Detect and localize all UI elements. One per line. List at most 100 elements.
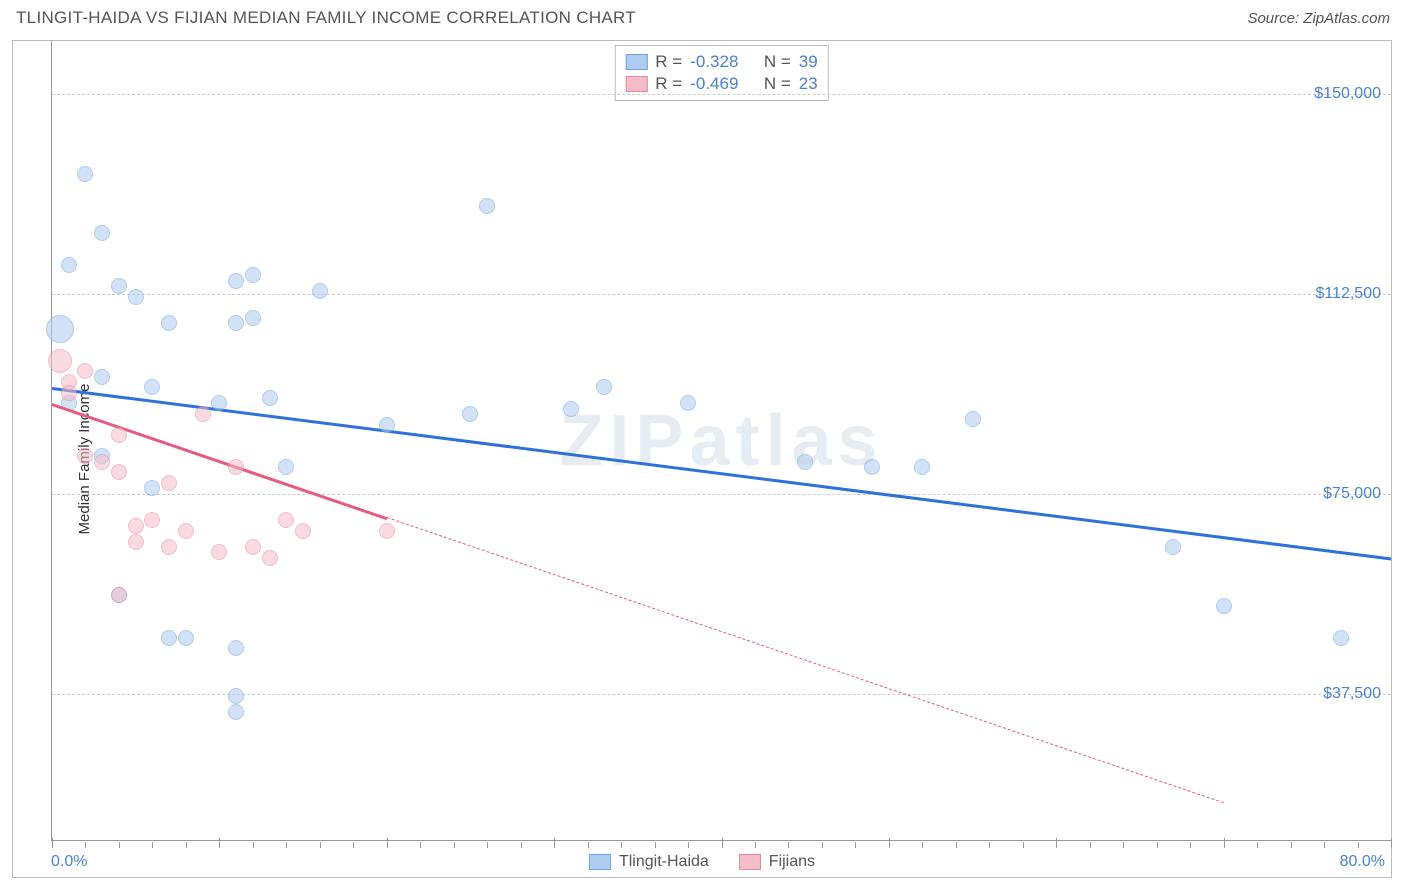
gridline — [52, 94, 1391, 95]
data-point — [128, 289, 144, 305]
data-point — [128, 518, 144, 534]
data-point — [61, 385, 77, 401]
gridline — [52, 494, 1391, 495]
x-tick — [1056, 838, 1057, 848]
data-point — [161, 475, 177, 491]
stat-label: R = — [655, 52, 682, 72]
x-tick — [1157, 842, 1158, 848]
data-point — [1216, 598, 1232, 614]
data-point — [111, 587, 127, 603]
stat-label: N = — [764, 74, 791, 94]
x-tick — [1090, 842, 1091, 848]
data-point — [228, 704, 244, 720]
data-point — [228, 459, 244, 475]
x-tick — [1190, 842, 1191, 848]
x-tick — [1358, 842, 1359, 848]
swatch-fijians — [625, 76, 647, 92]
data-point — [1333, 630, 1349, 646]
data-point — [1165, 539, 1181, 555]
data-point — [563, 401, 579, 417]
data-point — [211, 395, 227, 411]
data-point — [94, 225, 110, 241]
data-point — [278, 459, 294, 475]
data-point — [161, 315, 177, 331]
data-point — [211, 544, 227, 560]
r-value-1: -0.469 — [690, 74, 738, 94]
r-value-0: -0.328 — [690, 52, 738, 72]
data-point — [245, 539, 261, 555]
x-tick — [822, 842, 823, 848]
data-point — [48, 349, 72, 373]
x-tick — [1324, 842, 1325, 848]
data-point — [245, 310, 261, 326]
watermark: ZIPatlas — [559, 400, 883, 482]
data-point — [262, 550, 278, 566]
data-point — [262, 390, 278, 406]
x-tick — [186, 842, 187, 848]
series-name-1: Fijians — [769, 853, 815, 871]
n-value-0: 39 — [799, 52, 818, 72]
x-tick — [889, 838, 890, 848]
data-point — [228, 640, 244, 656]
data-point — [178, 630, 194, 646]
data-point — [77, 448, 93, 464]
data-point — [161, 539, 177, 555]
y-tick-label: $37,500 — [1323, 685, 1381, 703]
data-point — [864, 459, 880, 475]
x-tick — [788, 842, 789, 848]
x-tick — [1224, 838, 1225, 848]
x-tick — [621, 842, 622, 848]
data-point — [228, 688, 244, 704]
data-point — [144, 512, 160, 528]
data-point — [94, 454, 110, 470]
data-point — [797, 454, 813, 470]
x-tick — [454, 842, 455, 848]
x-tick — [855, 842, 856, 848]
x-tick — [922, 842, 923, 848]
x-tick — [1123, 842, 1124, 848]
gridline — [52, 694, 1391, 695]
data-point — [144, 379, 160, 395]
plot-area: ZIPatlas R = -0.328 N = 39 R = -0.469 N … — [51, 41, 1391, 841]
x-axis-min: 0.0% — [51, 853, 87, 871]
y-tick-label: $112,500 — [1315, 285, 1381, 303]
n-value-1: 23 — [799, 74, 818, 94]
stat-label: R = — [655, 74, 682, 94]
x-tick — [1023, 842, 1024, 848]
x-tick — [52, 838, 53, 848]
x-tick — [1257, 842, 1258, 848]
data-point — [479, 198, 495, 214]
x-tick — [554, 838, 555, 848]
swatch-fijians — [739, 854, 761, 870]
trend-line — [387, 517, 1224, 803]
data-point — [228, 315, 244, 331]
x-tick — [320, 842, 321, 848]
data-point — [77, 166, 93, 182]
data-point — [228, 273, 244, 289]
data-point — [278, 512, 294, 528]
data-point — [128, 534, 144, 550]
x-tick — [353, 842, 354, 848]
data-point — [245, 267, 261, 283]
x-tick — [152, 842, 153, 848]
x-tick — [119, 842, 120, 848]
x-tick — [387, 838, 388, 848]
x-tick — [420, 842, 421, 848]
data-point — [295, 523, 311, 539]
data-point — [77, 363, 93, 379]
x-tick — [521, 842, 522, 848]
x-tick — [219, 838, 220, 848]
data-point — [144, 480, 160, 496]
data-point — [46, 315, 74, 343]
stats-legend: R = -0.328 N = 39 R = -0.469 N = 23 — [614, 45, 828, 101]
gridline — [52, 294, 1391, 295]
data-point — [195, 406, 211, 422]
data-point — [379, 417, 395, 433]
x-tick — [588, 842, 589, 848]
x-tick — [487, 842, 488, 848]
series-name-0: Tlingit-Haida — [619, 853, 709, 871]
data-point — [680, 395, 696, 411]
swatch-tlingit-haida — [589, 854, 611, 870]
y-tick-label: $150,000 — [1314, 85, 1381, 103]
data-point — [178, 523, 194, 539]
